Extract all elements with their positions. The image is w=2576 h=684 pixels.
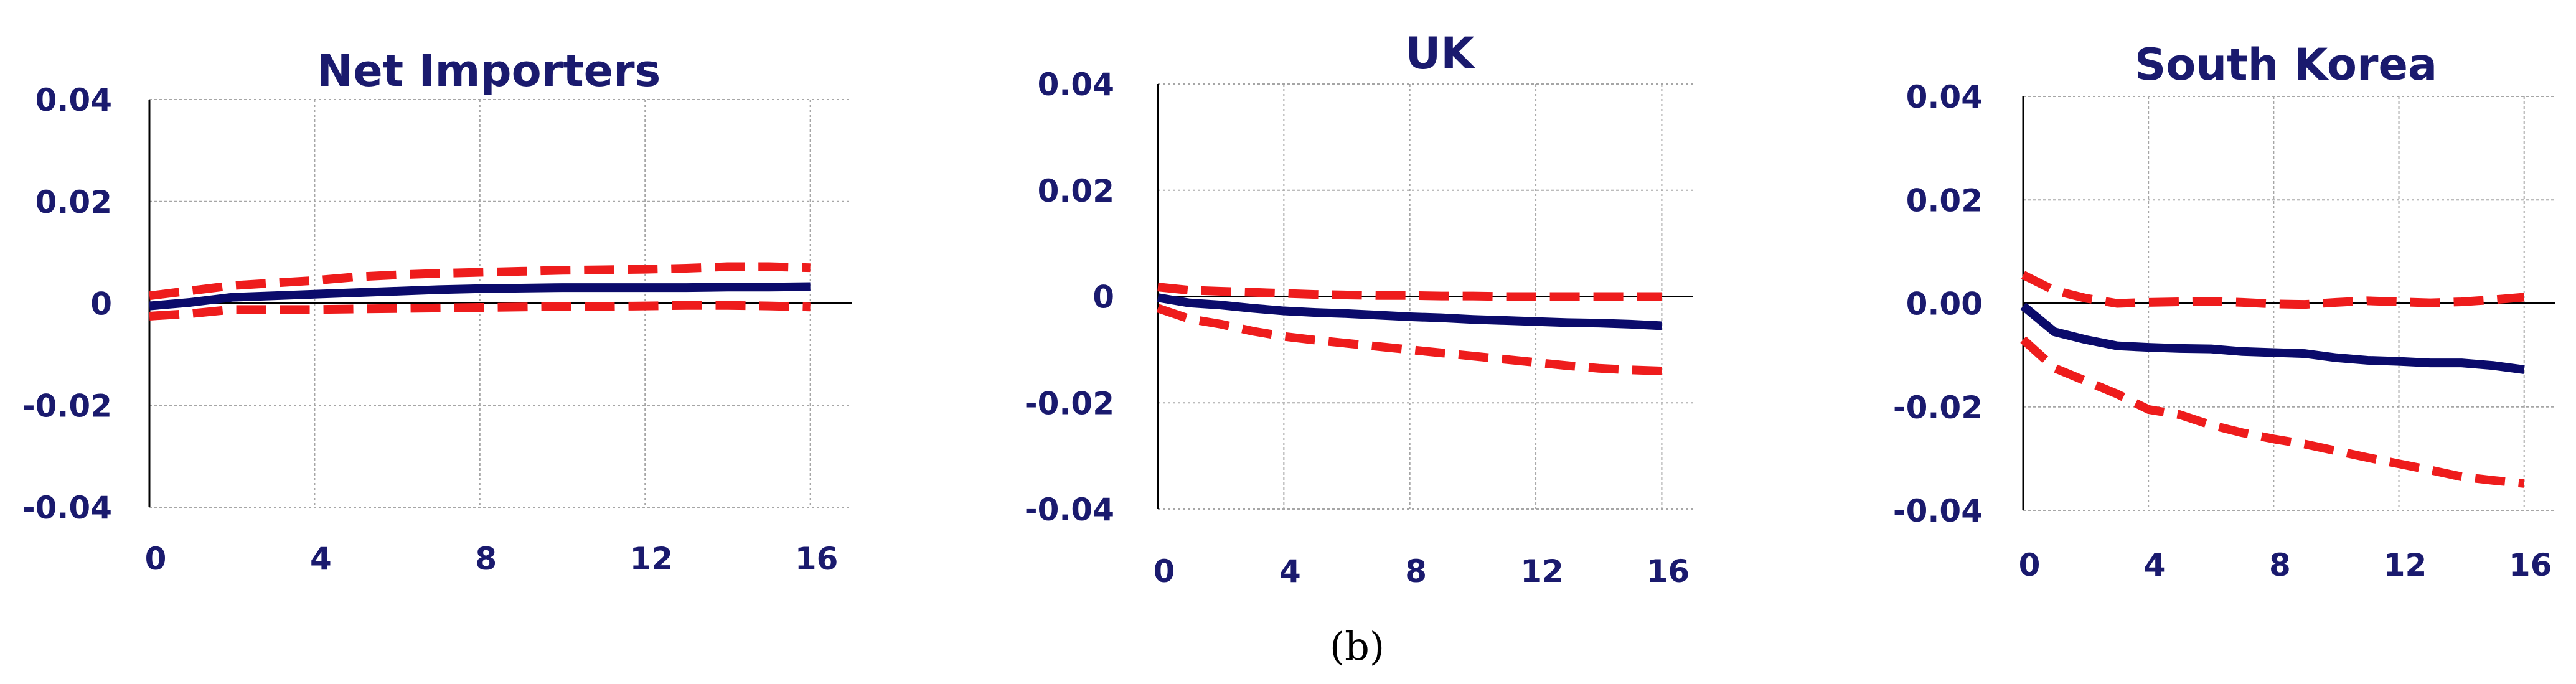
x-tick-label: 12 [629,541,673,577]
y-tick-label: -0.04 [22,490,112,526]
x-tick-label: 16 [1647,553,1690,589]
x-tick-label: 8 [2269,547,2291,583]
chart-panel-uk: UK 0.04 0.02 0 -0.02 -0.04 0 4 8 12 16 [1025,28,1693,589]
x-tick-label: 16 [795,541,839,577]
y-tick-label: 0.02 [1038,173,1114,209]
x-tick-label: 4 [1279,553,1301,589]
y-tick-label: -0.04 [1025,492,1114,528]
impulse-response-line [149,282,811,311]
x-tick-label: 12 [2384,547,2427,583]
chart-panel-net-importers: Net Importers 0.04 0.02 0 -0.02 -0.04 0 4 8 12 16 [22,45,852,577]
y-tick-label: 0.04 [35,82,112,118]
chart-panel-south-korea: South Korea 0.04 0.02 0.00 -0.02 -0.04 0 4 8 12 1… [1893,39,2555,583]
y-tick-label: -0.02 [22,388,112,424]
chart-title: Net Importers [317,45,661,96]
confidence-band-upper [149,262,811,301]
confidence-band-lower [149,301,811,321]
confidence-band-upper [2021,271,2525,309]
y-tick-label: 0.02 [1906,182,1983,218]
impulse-response-line [2020,302,2525,374]
chart-title: UK [1405,28,1476,79]
figure-caption: (b) [1330,624,1384,669]
y-tick-label: -0.04 [1893,493,1983,529]
y-tick-label: 0.04 [1038,67,1114,103]
y-tick-label: 0 [1093,279,1114,316]
chart-title: South Korea [2135,39,2437,90]
y-tick-label: 0.00 [1906,286,1983,322]
x-tick-label: 4 [310,541,332,577]
confidence-band-upper [1157,283,1662,301]
y-tick-label: 0.02 [35,184,112,220]
confidence-band-lower [2020,336,2525,488]
x-tick-label: 0 [2019,547,2041,583]
x-tick-label: 0 [145,541,167,577]
x-tick-label: 8 [1405,553,1427,589]
y-tick-label: 0.04 [1906,79,1983,115]
y-tick-label: -0.02 [1893,390,1983,426]
x-tick-label: 0 [1154,553,1175,589]
y-tick-label: 0 [90,286,112,322]
x-tick-label: 16 [2509,547,2552,583]
y-tick-label: -0.02 [1025,385,1114,421]
impulse-response-line [1157,293,1662,330]
x-tick-label: 12 [1520,553,1564,589]
x-tick-label: 8 [475,541,497,577]
x-tick-label: 4 [2144,547,2166,583]
